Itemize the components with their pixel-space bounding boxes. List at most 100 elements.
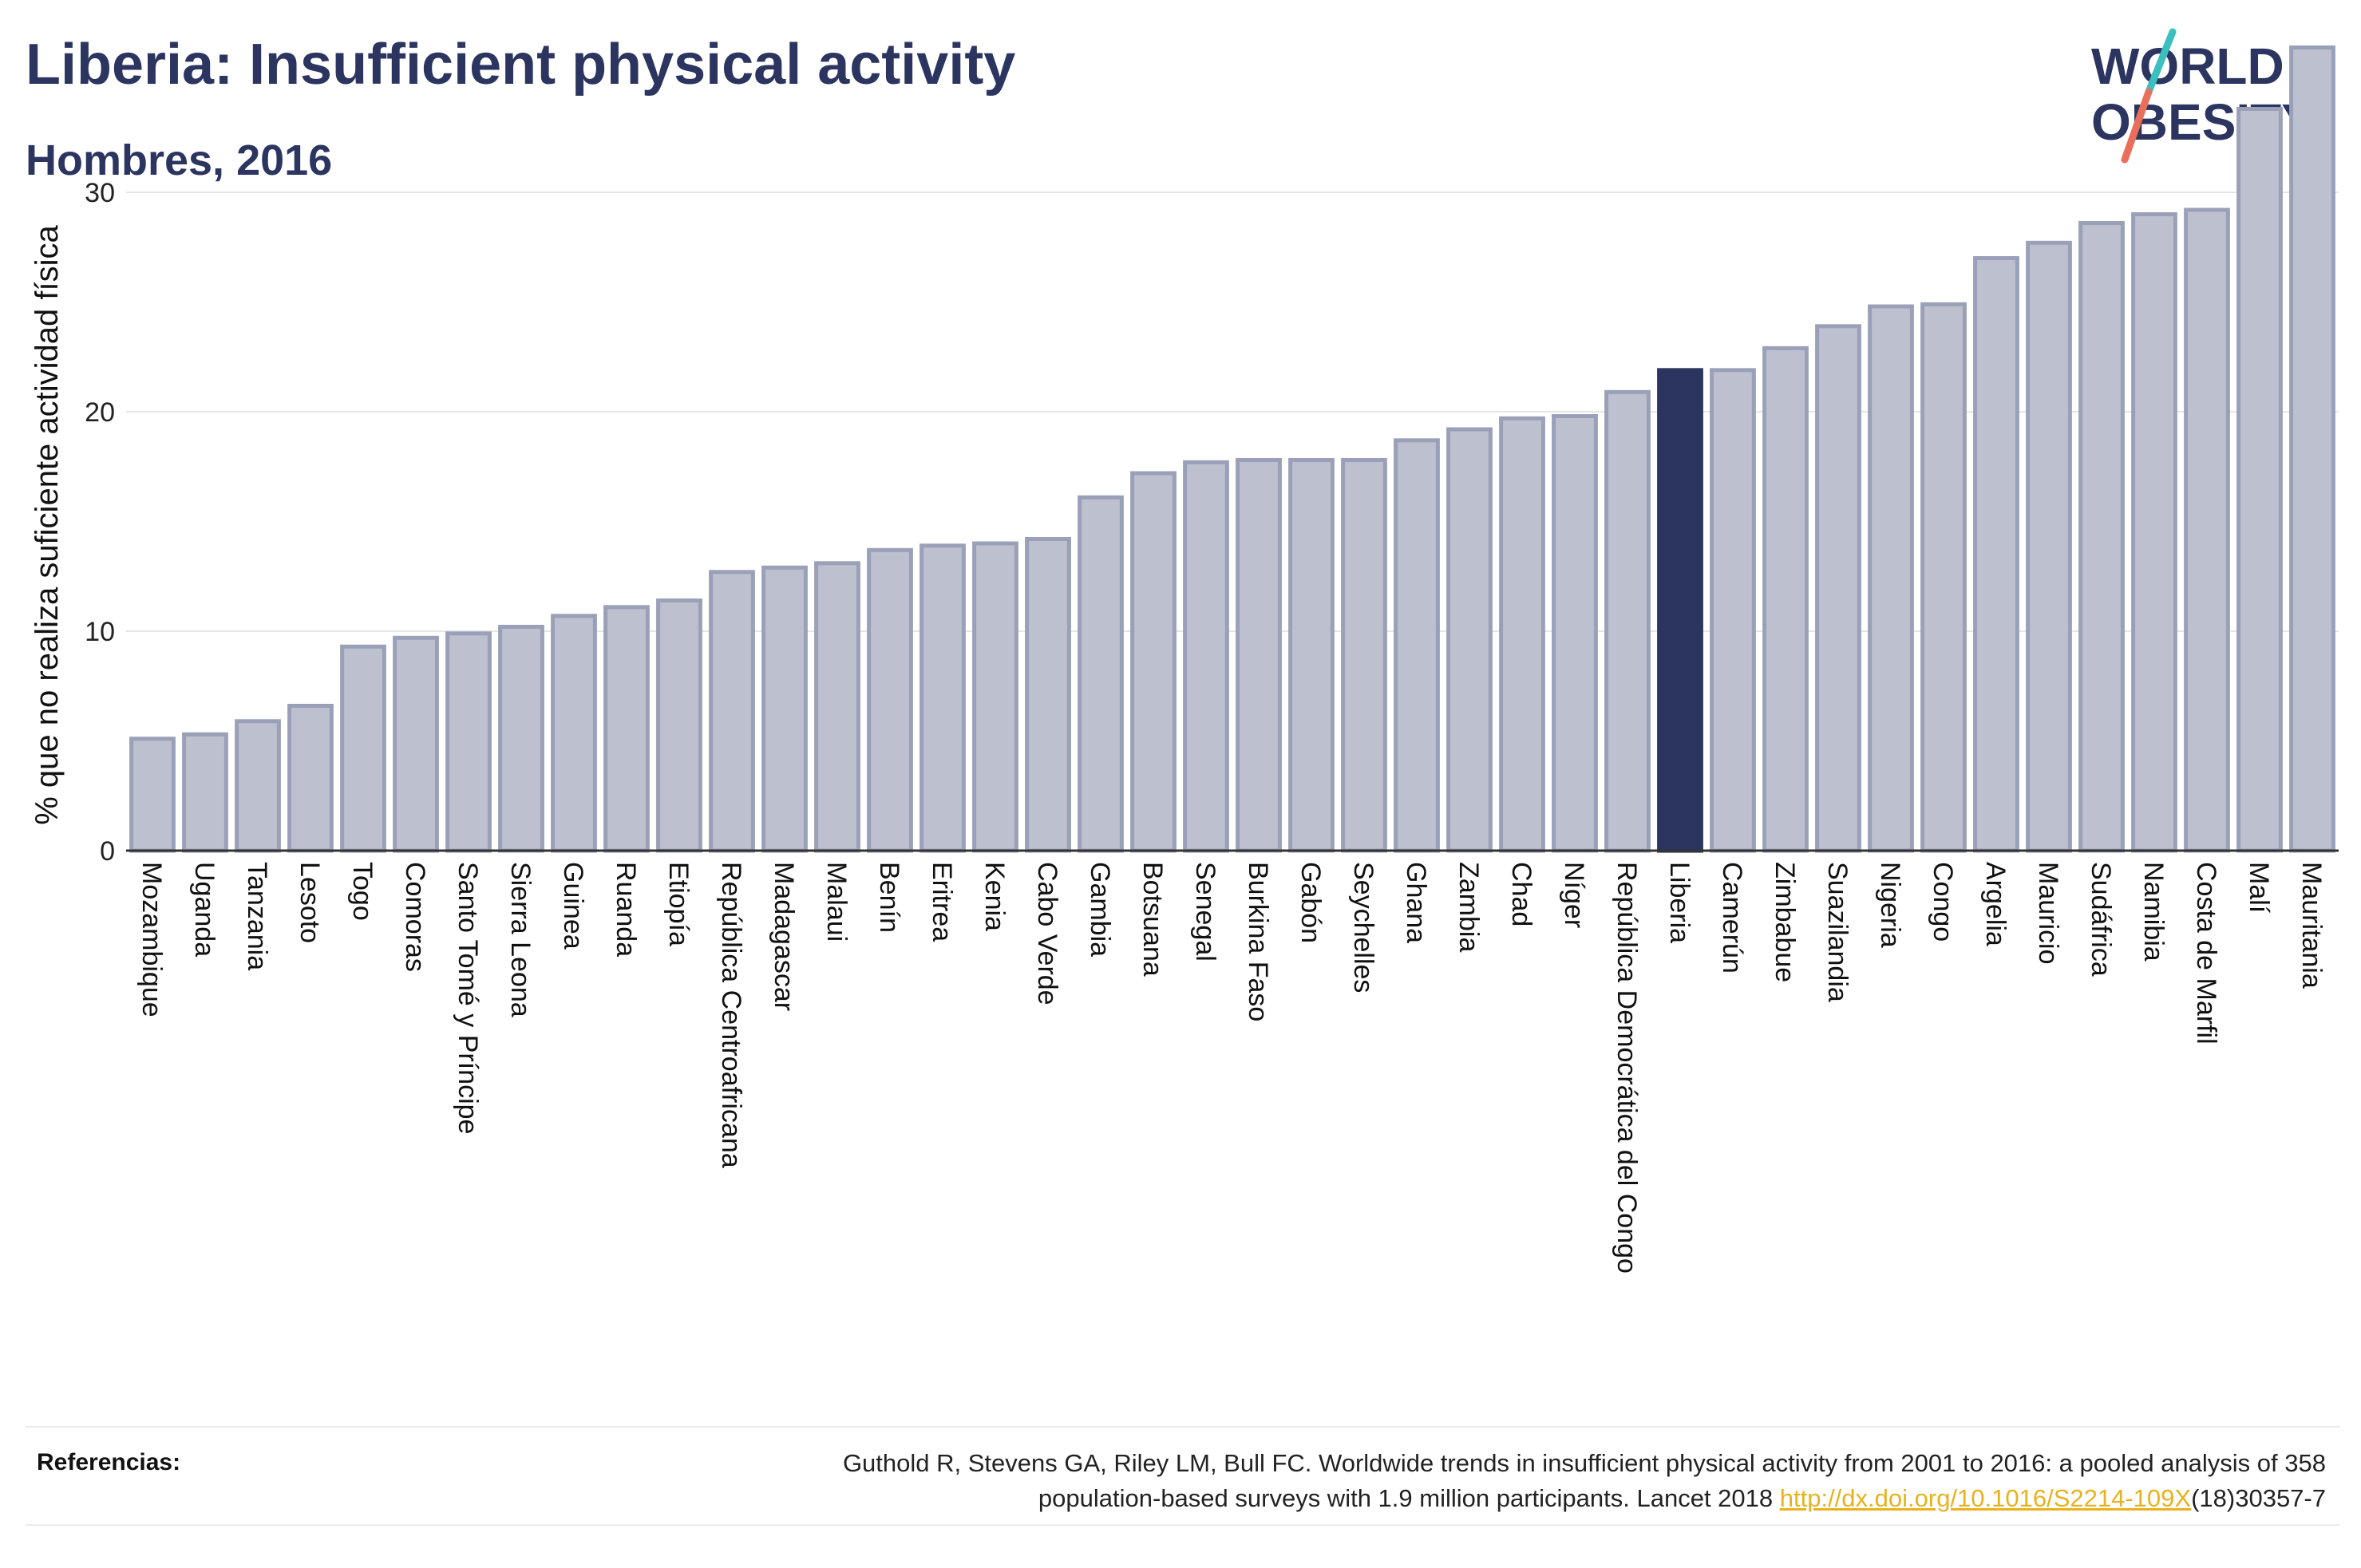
bar-eritrea bbox=[919, 543, 966, 853]
divider-bottom bbox=[26, 1524, 2340, 1526]
x-tick-label: Madagascar bbox=[769, 862, 799, 1011]
bar-zimbabue bbox=[1762, 346, 1809, 853]
bar-santo-tomé-y-príncipe bbox=[445, 631, 492, 853]
x-tick-label: Gambia bbox=[1085, 862, 1115, 957]
bar-botsuana bbox=[1130, 471, 1177, 853]
page-title: Liberia: Insufficient physical activity bbox=[26, 33, 1016, 97]
bar-sudáfrica bbox=[2078, 221, 2125, 853]
x-tick-label: República Democrática del Congo bbox=[1612, 862, 1642, 1274]
x-tick-label: Congo bbox=[1928, 862, 1958, 942]
category-labels: Mozambique Uganda Tanzania Lesoto Togo Comora… bbox=[136, 862, 2327, 1274]
x-tick-label: Mozambique bbox=[136, 862, 167, 1017]
bar-suazilandia bbox=[1815, 324, 1861, 853]
references-label: Referencias: bbox=[37, 1449, 181, 1475]
x-tick-label: Gabón bbox=[1295, 862, 1326, 943]
bar-costa-de-marfil bbox=[2184, 207, 2230, 853]
bar-ghana bbox=[1394, 438, 1440, 853]
x-tick-label: Sudáfrica bbox=[2086, 862, 2116, 977]
bar-tanzania bbox=[235, 719, 281, 853]
x-tick-label: Eritrea bbox=[927, 862, 957, 942]
x-tick-label: Nigeria bbox=[1875, 862, 1905, 948]
x-tick-label: Lesoto bbox=[295, 862, 325, 943]
bar-senegal bbox=[1183, 460, 1229, 853]
x-tick-label: Burkina Faso bbox=[1243, 862, 1273, 1021]
bar-zambia bbox=[1446, 427, 1493, 853]
x-tick-label: Zambia bbox=[1453, 862, 1484, 952]
bar-mauricio bbox=[2026, 240, 2072, 853]
bar-argelia bbox=[1973, 256, 2019, 853]
x-tick-label: Níger bbox=[1559, 862, 1589, 928]
x-tick-label: Chad bbox=[1506, 862, 1536, 926]
bar-liberia bbox=[1657, 368, 1703, 853]
x-tick-label: Suazilandia bbox=[1822, 862, 1853, 1002]
x-tick-label: Cabo Verde bbox=[1032, 862, 1062, 1005]
reference-line-1: Guthold R, Stevens GA, Riley LM, Bull FC… bbox=[842, 1449, 2326, 1477]
x-tick-label: Uganda bbox=[189, 862, 219, 957]
x-tick-label: Santo Tomé y Príncipe bbox=[453, 862, 483, 1134]
references-text: Guthold R, Stevens GA, Riley LM, Bull FC… bbox=[490, 1446, 2326, 1516]
x-tick-label: Zimbabue bbox=[1770, 862, 1800, 982]
x-tick-label: Benín bbox=[874, 862, 904, 933]
y-tick-label-30: 30 bbox=[85, 178, 115, 208]
bar-gambia bbox=[1078, 495, 1124, 853]
x-tick-label: Argelia bbox=[1980, 862, 2011, 946]
bar-níger bbox=[1552, 414, 1598, 853]
x-tick-label: Malaui bbox=[821, 862, 852, 942]
x-tick-label: Namibia bbox=[2138, 862, 2169, 962]
reference-doi-link[interactable]: http://dx.doi.org/10.1016/S2214-109X bbox=[1779, 1484, 2192, 1512]
divider-top bbox=[26, 1426, 2340, 1428]
x-tick-label: Liberia bbox=[1664, 862, 1695, 943]
bar-seychelles bbox=[1341, 458, 1387, 853]
bar-camerún bbox=[1710, 368, 1756, 853]
bar-togo bbox=[340, 644, 386, 853]
axes: 0 10 20 30 bbox=[85, 178, 2339, 867]
y-axis-label: % que no realiza suficiente actividad fí… bbox=[30, 224, 65, 824]
bar-madagascar bbox=[761, 565, 808, 853]
bar-república-democrática-del-congo bbox=[1604, 389, 1651, 853]
bar-sierra-leona bbox=[498, 625, 544, 853]
logo-slash-teal bbox=[2145, 28, 2177, 96]
bar-lesoto bbox=[287, 704, 334, 853]
bar-malí bbox=[2236, 107, 2283, 853]
x-tick-label: Togo bbox=[347, 862, 378, 921]
x-tick-label: Ghana bbox=[1401, 862, 1431, 943]
bar-mozambique bbox=[129, 737, 176, 853]
x-tick-label: República Centroafricana bbox=[716, 862, 746, 1168]
x-tick-label: Malí bbox=[2244, 862, 2274, 914]
y-tick-label-10: 10 bbox=[85, 617, 115, 647]
bar-namibia bbox=[2131, 212, 2177, 853]
x-tick-label: Costa de Marfil bbox=[2191, 862, 2221, 1045]
x-tick-label: Sierra Leona bbox=[505, 862, 536, 1017]
x-tick-label: Senegal bbox=[1190, 862, 1220, 962]
x-tick-label: Botsuana bbox=[1137, 862, 1168, 977]
x-tick-label: Comoras bbox=[400, 862, 430, 972]
bar-congo bbox=[1920, 302, 1967, 853]
x-tick-label: Tanzania bbox=[242, 862, 272, 970]
bar-nigeria bbox=[1868, 304, 1914, 853]
bar-kenia bbox=[972, 541, 1018, 853]
bar-república-centroafricana bbox=[709, 570, 755, 853]
logo-world-text: WORLD bbox=[2091, 38, 2284, 95]
grid-lines bbox=[126, 192, 2339, 632]
bar-mauritania bbox=[2289, 45, 2335, 853]
bar-comoras bbox=[393, 635, 439, 853]
x-tick-label: Guinea bbox=[558, 862, 588, 950]
logo-slash-coral bbox=[2121, 88, 2153, 164]
bar-cabo-verde bbox=[1025, 537, 1071, 853]
bar-gabón bbox=[1288, 458, 1335, 853]
bar-malaui bbox=[814, 561, 860, 853]
y-tick-label-0: 0 bbox=[100, 836, 115, 867]
reference-line-2-end: (18)30357-7 bbox=[2191, 1484, 2326, 1512]
bar-burkina-faso bbox=[1236, 458, 1282, 853]
bars bbox=[129, 45, 2335, 853]
bar-chart: 0 10 20 30 Mozambique Uganda Tanzania Lesoto To… bbox=[30, 45, 2339, 1274]
bar-guinea bbox=[551, 614, 597, 853]
bar-benín bbox=[867, 547, 913, 853]
x-tick-label: Seychelles bbox=[1348, 862, 1378, 993]
y-tick-label-20: 20 bbox=[85, 397, 115, 428]
bar-uganda bbox=[182, 732, 228, 853]
x-tick-label: Mauricio bbox=[2033, 862, 2063, 964]
bar-etiopía bbox=[656, 598, 702, 853]
bar-ruanda bbox=[603, 605, 650, 853]
chart-subtitle: Hombres, 2016 bbox=[26, 136, 333, 184]
